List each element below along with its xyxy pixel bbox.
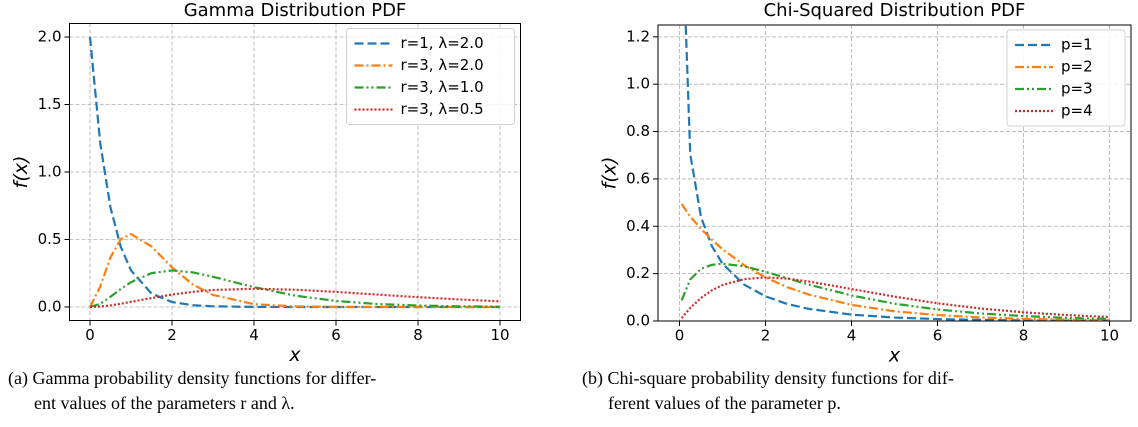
series-line xyxy=(89,287,501,309)
x-tick-label: 4 xyxy=(847,327,857,345)
y-tick-label: 1.0 xyxy=(626,75,650,93)
x-axis-label: x xyxy=(888,345,901,367)
y-tick-label: 0.2 xyxy=(626,264,650,282)
x-tick-label: 10 xyxy=(490,326,509,344)
y-tick-label: 0.8 xyxy=(626,122,650,140)
caption: ent values of the parameters r and λ. xyxy=(34,393,295,413)
y-tick-label: 0.6 xyxy=(626,169,650,187)
x-tick-label: 2 xyxy=(167,326,177,344)
series-line xyxy=(89,269,501,309)
x-tick-label: 6 xyxy=(331,326,341,344)
y-tick-label: 0.0 xyxy=(626,312,650,330)
legend-box xyxy=(346,28,515,125)
legend-label: r=1, λ=2.0 xyxy=(401,34,484,52)
caption: (b) Chi-square probability density funct… xyxy=(582,368,954,389)
y-tick-label: 0.4 xyxy=(626,217,650,235)
legend-label: p=1 xyxy=(1061,36,1093,54)
x-tick-label: 0 xyxy=(85,326,95,344)
y-tick-label: 0.5 xyxy=(38,230,62,248)
x-tick-label: 0 xyxy=(675,327,685,345)
y-tick-label: 2.0 xyxy=(38,28,62,46)
chart: Chi-Squared Distribution PDF 0 2 4 6 8 10 0.0 0.… xyxy=(582,0,1132,413)
chart-title: Gamma Distribution PDF xyxy=(184,0,407,21)
axes-frame xyxy=(69,23,521,321)
y-axis-label: f(x) xyxy=(10,156,32,189)
y-tick-label: 1.2 xyxy=(626,27,650,45)
x-tick-label: 10 xyxy=(1100,327,1119,345)
legend-label: p=2 xyxy=(1061,58,1093,76)
legend-label: r=3, λ=0.5 xyxy=(401,100,484,118)
y-axis-label: f(x) xyxy=(599,157,621,190)
legend-label: p=4 xyxy=(1061,102,1093,120)
legend-label: r=3, λ=2.0 xyxy=(401,56,484,74)
series-line xyxy=(680,276,1110,319)
y-tick-label: 1.0 xyxy=(38,163,62,181)
x-tick-label: 8 xyxy=(413,326,423,344)
series-line xyxy=(684,25,1110,321)
chart: Gamma Distribution PDF 0 2 4 6 8 10 0.0 0.5 1.0 1.… xyxy=(8,0,521,413)
axes-frame xyxy=(657,24,1132,322)
series-line xyxy=(680,203,1110,321)
legend-box xyxy=(1006,29,1126,127)
chart-title: Chi-Squared Distribution PDF xyxy=(764,0,1026,21)
x-tick-label: 6 xyxy=(933,327,943,345)
caption: ferent values of the parameter p. xyxy=(608,393,841,413)
caption: (a) Gamma probability density functions … xyxy=(8,368,376,389)
y-tick-label: 0.0 xyxy=(38,298,62,316)
legend-label: r=3, λ=1.0 xyxy=(401,78,484,96)
series-line xyxy=(680,262,1110,321)
x-tick-label: 8 xyxy=(1019,327,1029,345)
legend-label: p=3 xyxy=(1061,80,1093,98)
series-line xyxy=(89,232,500,309)
x-tick-label: 2 xyxy=(761,327,771,345)
y-tick-label: 1.5 xyxy=(38,95,62,113)
x-tick-label: 4 xyxy=(249,326,259,344)
x-axis-label: x xyxy=(288,344,301,366)
